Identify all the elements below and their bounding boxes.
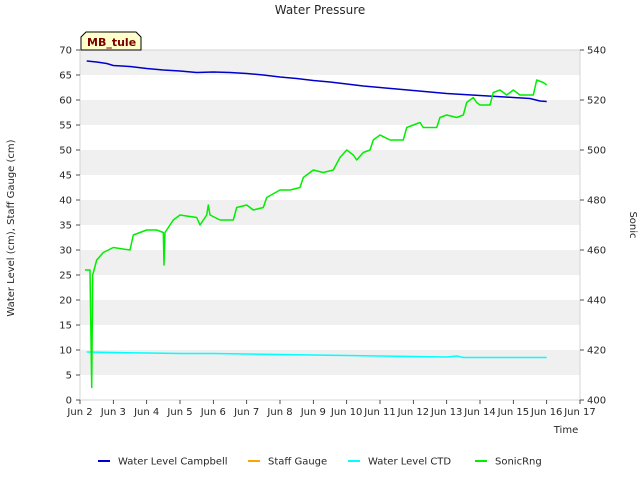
series-line-water-level-campbell (86, 60, 547, 103)
left-tick-label: 5 (66, 371, 72, 382)
legend-item: Staff Gauge (248, 457, 327, 468)
x-tick-label: Jun 5 (166, 407, 192, 418)
left-tick-label: 45 (59, 171, 72, 182)
left-tick-label: 10 (59, 346, 72, 357)
left-tick-label: 60 (59, 96, 72, 107)
left-tick-label: 15 (59, 321, 72, 332)
right-axis-label: Sonic (627, 211, 638, 238)
left-tick-label: 35 (59, 221, 72, 232)
x-tick-label: Jun 13 (430, 407, 463, 418)
x-axis: Jun 2 Jun 3 Jun 4 Jun 5 Jun 6 Jun 7 Jun 8 Jun 9… (66, 400, 596, 418)
x-tick-label: Jun 15 (497, 407, 530, 418)
legend-item: Water Level Campbell (98, 457, 228, 468)
x-tick-label: Jun 2 (66, 407, 92, 418)
x-tick-label: Jun 12 (397, 407, 430, 418)
x-tick-label: Jun 3 (100, 407, 126, 418)
legend-label: Water Level CTD (368, 457, 451, 468)
x-tick-label: Jun 17 (563, 407, 596, 418)
legend-label: SonicRng (495, 457, 542, 468)
left-tick-label: 50 (59, 146, 72, 157)
series-line-sonicrng (85, 79, 548, 389)
right-tick-label: 520 (587, 96, 606, 107)
grid-band (80, 200, 580, 225)
left-tick-label: 20 (59, 296, 72, 307)
left-tick-label: 65 (59, 71, 72, 82)
right-tick-label: 400 (587, 396, 606, 407)
left-y-axis: 0 5 10 15 20 25 30 35 40 45 50 55 60 65 70 (59, 46, 80, 407)
station-badge-label: MB_tule (87, 36, 136, 49)
right-tick-label: 500 (587, 146, 606, 157)
left-tick-label: 30 (59, 246, 72, 257)
legend-item: SonicRng (475, 457, 542, 468)
grid-band (80, 100, 580, 125)
x-tick-label: Jun 9 (300, 407, 326, 418)
right-tick-label: 440 (587, 296, 606, 307)
left-tick-label: 0 (66, 396, 72, 407)
x-tick-label: Jun 6 (200, 407, 226, 418)
legend-item: Water Level CTD (348, 457, 451, 468)
left-tick-label: 55 (59, 121, 72, 132)
station-badge: MB_tule (80, 31, 142, 51)
left-tick-label: 70 (59, 46, 72, 57)
x-tick-label: Jun 16 (530, 407, 563, 418)
x-tick-label: Jun 8 (266, 407, 292, 418)
right-y-axis: 400 420 440 460 480 500 520 540 (580, 46, 606, 407)
series-layer (85, 60, 548, 389)
grid-bands (80, 50, 580, 375)
series-line-water-level-ctd (86, 351, 547, 359)
chart-title: Water Pressure (275, 3, 366, 17)
legend: Water Level Campbell Staff Gauge Water Lev… (98, 457, 542, 468)
right-tick-label: 540 (587, 46, 606, 57)
left-tick-label: 40 (59, 196, 72, 207)
grid-band (80, 350, 580, 375)
grid-band (80, 300, 580, 325)
x-axis-label: Time (553, 425, 578, 436)
right-tick-label: 480 (587, 196, 606, 207)
grid-band (80, 50, 580, 75)
legend-label: Water Level Campbell (118, 457, 228, 468)
left-tick-label: 25 (59, 271, 72, 282)
x-tick-label: Jun 11 (363, 407, 396, 418)
right-tick-label: 420 (587, 346, 606, 357)
station-badge-box (80, 31, 142, 51)
x-tick-label: Jun 10 (330, 407, 363, 418)
x-tick-label: Jun 7 (233, 407, 259, 418)
x-tick-label: Jun 14 (463, 407, 496, 418)
right-tick-label: 460 (587, 246, 606, 257)
legend-label: Staff Gauge (268, 457, 327, 468)
grid-band (80, 250, 580, 275)
left-axis-label: Water Level (cm), Staff Gauge (cm) (6, 139, 17, 316)
x-tick-label: Jun 4 (133, 407, 159, 418)
